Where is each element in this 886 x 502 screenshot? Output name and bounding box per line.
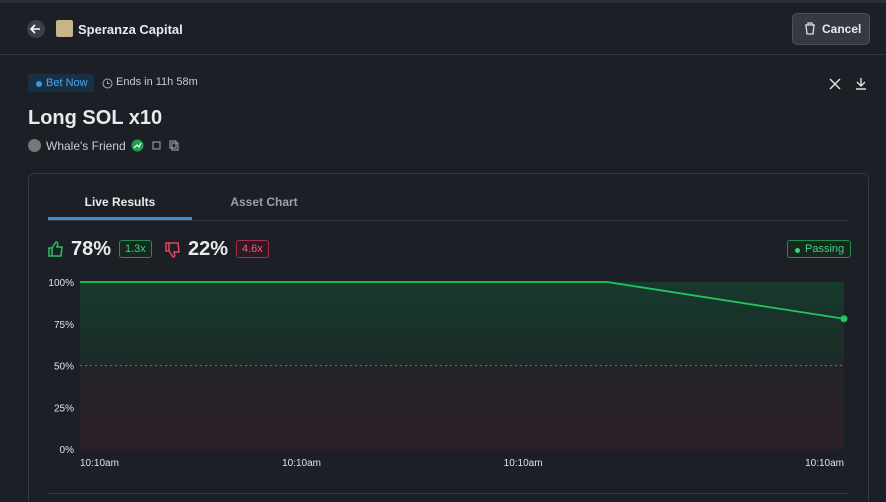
author-avatar	[28, 139, 41, 152]
x-share[interactable]	[829, 78, 841, 90]
result-line	[80, 281, 845, 320]
x-tick-label: 10:10am	[282, 458, 321, 469]
back-button[interactable]	[26, 19, 46, 39]
header-divider	[0, 54, 886, 55]
thumb-down	[165, 242, 180, 258]
y-tick-label: 25%	[54, 403, 74, 414]
tab-divider	[48, 220, 848, 221]
cancel-button[interactable]: Cancel	[792, 13, 870, 45]
y-tick-label: 50%	[54, 362, 74, 373]
passing-text: Passing	[805, 243, 845, 255]
no-multiplier: 4.6x	[236, 240, 269, 258]
tab-asset[interactable]: Asset Chart	[230, 195, 298, 209]
passing-badge: Passing	[787, 240, 852, 258]
end-point	[840, 315, 848, 323]
y-tick-label: 100%	[48, 278, 74, 289]
top-strip	[0, 0, 886, 3]
upper-zone	[80, 282, 844, 366]
author: Whale's Friend	[46, 139, 126, 153]
ends-text: Ends in 11h 58m	[116, 76, 198, 88]
x-tick-label: 10:10am	[80, 458, 119, 469]
bottom-divider	[48, 493, 848, 494]
chart: 0% 25% 50% 75% 100% 10:10am 10:10am 10:10am 10:1…	[48, 278, 848, 469]
cancel-label: Cancel	[822, 22, 862, 36]
y-tick-label: 75%	[54, 320, 74, 331]
thumb-up	[48, 241, 63, 257]
badge-text: Bet Now	[46, 77, 88, 89]
x-tick-label: 10:10am	[504, 458, 543, 469]
author-icons	[131, 139, 179, 152]
tab-indicator	[48, 217, 192, 220]
avatar	[56, 20, 73, 37]
bet-title: Long SOL x10	[28, 107, 163, 129]
lower-zone	[80, 365, 844, 449]
tab-live[interactable]: Live Results	[84, 195, 156, 209]
header-title: Speranza Capital	[78, 22, 183, 37]
y-tick-label: 0%	[60, 445, 75, 456]
clock-icon	[102, 78, 113, 89]
download[interactable]	[855, 77, 867, 90]
bet-now-badge: Bet Now	[28, 74, 94, 92]
yes-percent: 78%	[71, 238, 112, 260]
no-percent: 22%	[188, 238, 229, 260]
trash-icon	[805, 22, 815, 35]
x-tick-label: 10:10am	[805, 458, 844, 469]
results-card	[28, 173, 869, 502]
yes-multiplier: 1.3x	[119, 240, 152, 258]
